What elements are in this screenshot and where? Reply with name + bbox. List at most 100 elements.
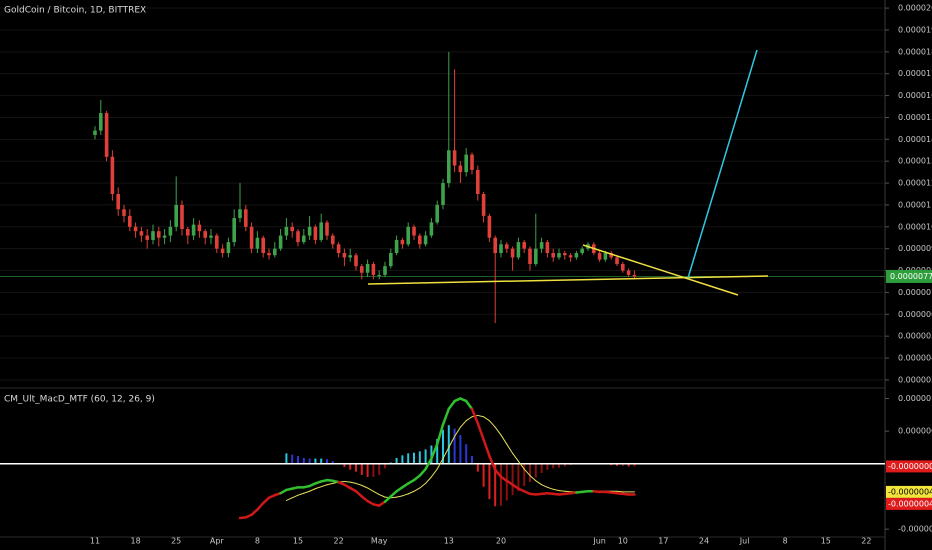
histogram-bar — [395, 457, 398, 464]
candle-body — [493, 237, 497, 254]
candle-body — [505, 244, 509, 249]
candle-body — [510, 248, 515, 258]
candle-body — [632, 274, 637, 277]
indicator-line — [407, 490, 415, 495]
candle-body — [290, 226, 294, 232]
y-tick-label: 0.00001300 — [898, 157, 932, 166]
histogram-bar — [291, 454, 294, 464]
indicator-line — [517, 460, 525, 470]
histogram-bar — [476, 463, 479, 472]
histogram-bar — [494, 463, 497, 507]
histogram-bar — [529, 463, 531, 483]
price-label-box — [886, 269, 932, 283]
histogram-bar — [384, 463, 386, 469]
indicator-line — [470, 407, 480, 425]
value-label: -0.00000047 — [888, 499, 932, 508]
candle-body — [284, 226, 289, 236]
indicator-line — [436, 458, 444, 470]
histogram-bar — [407, 453, 410, 464]
indicator-line — [250, 508, 259, 517]
indicator-title: CM_Ult_MacD_MTF (60, 12, 26, 9) — [4, 395, 155, 405]
x-tick-label: 22 — [334, 537, 344, 546]
indicator-line — [493, 468, 503, 479]
x-tick-label: 8 — [783, 537, 788, 546]
candle-body — [104, 113, 109, 157]
x-tick-label: 11 — [90, 537, 100, 546]
indicator-line — [297, 492, 305, 496]
candle-body — [220, 248, 225, 254]
indicator-line — [616, 490, 624, 493]
histogram-bar — [302, 457, 305, 464]
indicator-line — [355, 482, 363, 486]
indicator-line — [448, 435, 456, 448]
candle-body — [545, 242, 550, 254]
histogram-bar — [552, 463, 555, 469]
indicator-line — [546, 486, 554, 490]
candle-body — [412, 226, 416, 236]
projection-line — [687, 49, 758, 279]
candle-body — [371, 263, 376, 275]
histogram-bar — [331, 461, 334, 464]
candle-body — [464, 154, 468, 173]
candle-body — [133, 226, 138, 232]
x-tick-label: 17 — [658, 537, 668, 546]
candle-body — [394, 239, 399, 254]
candle-body — [255, 237, 260, 249]
candle-body — [383, 266, 387, 275]
candle-body — [99, 113, 103, 131]
indicator-line — [419, 482, 427, 489]
histogram-bar — [482, 463, 485, 487]
value-label: -0.00000004 — [888, 462, 932, 471]
histogram-bar — [430, 445, 433, 464]
candle-body — [615, 257, 619, 264]
indicator-line — [256, 501, 265, 511]
indicator-line — [314, 486, 322, 490]
candle-body — [296, 231, 300, 243]
y-tick-label: 0.00000500 — [898, 332, 932, 341]
candle-body — [377, 274, 381, 276]
histogram-bar — [563, 463, 566, 467]
indicator-line — [558, 490, 566, 492]
marks: 0.00000300 0.00000400 0.00000500 0.00000600… — [0, 4, 932, 546]
value-label-box — [886, 497, 932, 510]
y-tick-label: 0.00000700 — [898, 288, 932, 297]
indicator-line — [372, 490, 380, 496]
indicator-line — [512, 452, 519, 462]
histogram-bar — [349, 463, 352, 470]
histogram-bar — [627, 463, 630, 467]
histogram-bar — [360, 463, 363, 475]
histogram-bar — [297, 455, 299, 464]
y-tick-label: 0.00001700 — [898, 69, 932, 78]
candle-body — [389, 253, 393, 267]
y-tick-label: 0.00001200 — [898, 179, 932, 188]
candle-body — [429, 222, 434, 236]
y-tick-label: 0.00001600 — [898, 91, 932, 100]
histogram-bar — [418, 451, 421, 464]
candle-body — [278, 235, 283, 249]
histogram-bar — [355, 463, 357, 472]
candle-body — [557, 253, 561, 258]
indicator-line — [390, 496, 398, 499]
candle-body — [476, 169, 480, 194]
candle-body — [441, 183, 445, 205]
histogram-bar — [511, 463, 514, 496]
histogram-bar — [378, 463, 381, 475]
candle-body — [122, 209, 126, 216]
histogram-bar — [320, 458, 323, 464]
indicator-line — [564, 490, 572, 493]
x-tick-label: Jun — [592, 537, 606, 546]
histogram-bar — [523, 463, 526, 487]
candle-body — [93, 130, 97, 135]
indicator-line — [389, 490, 398, 498]
chart-title: GoldCoin / Bitcoin, 1D, BITTREX — [4, 6, 146, 16]
candle-body — [168, 226, 173, 236]
histogram-bar — [633, 463, 636, 467]
histogram-bar — [546, 463, 549, 470]
indicator-line — [476, 422, 485, 441]
candle-body — [580, 248, 584, 254]
indicator-line — [396, 495, 403, 498]
x-tick-label: Jul — [739, 537, 750, 546]
candle-body — [244, 209, 248, 227]
